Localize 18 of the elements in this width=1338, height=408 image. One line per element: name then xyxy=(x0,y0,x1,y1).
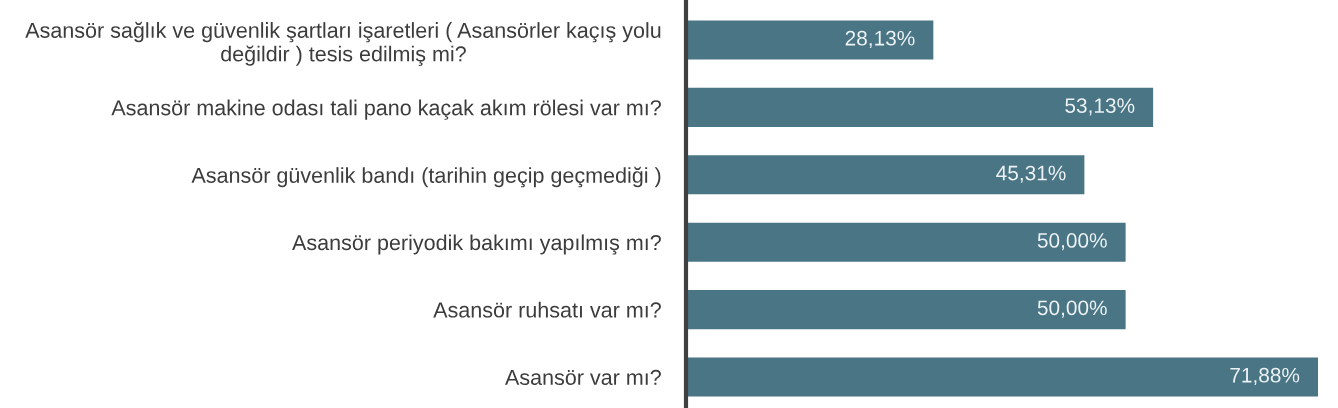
data-label: 53,13% xyxy=(1065,98,1135,116)
y-tick-label: Asansör makine odası tali pano kaçak akım rölesi var mı? xyxy=(111,99,661,120)
y-tick-label: Asansör var mı? xyxy=(505,369,661,386)
data-label: 50,00% xyxy=(1037,300,1107,318)
bar xyxy=(686,290,1126,330)
bar xyxy=(686,155,1085,195)
y-tick-label: Asansör periyodik bakımı yapılmış mı? xyxy=(292,234,661,255)
bar xyxy=(686,357,1318,397)
data-label: 45,31% xyxy=(996,165,1066,183)
bar xyxy=(686,222,1126,262)
data-label: 50,00% xyxy=(1037,233,1107,251)
y-tick-label: Asansör ruhsatı var mı? xyxy=(433,301,661,318)
data-label: 28,13% xyxy=(845,30,915,49)
bar xyxy=(686,20,934,60)
y-tick-label: Asansör güvenlik bandı (tarihin geçip geçmediği ) xyxy=(191,166,661,188)
bar xyxy=(686,87,1154,127)
data-label: 71,88% xyxy=(1230,367,1300,386)
y-tick-label: Asansör sağlık ve güvenlik şartları işaretleri ( Asansörler kaçış yolu değildir ) tesis edilmiş mi? xyxy=(25,21,661,66)
